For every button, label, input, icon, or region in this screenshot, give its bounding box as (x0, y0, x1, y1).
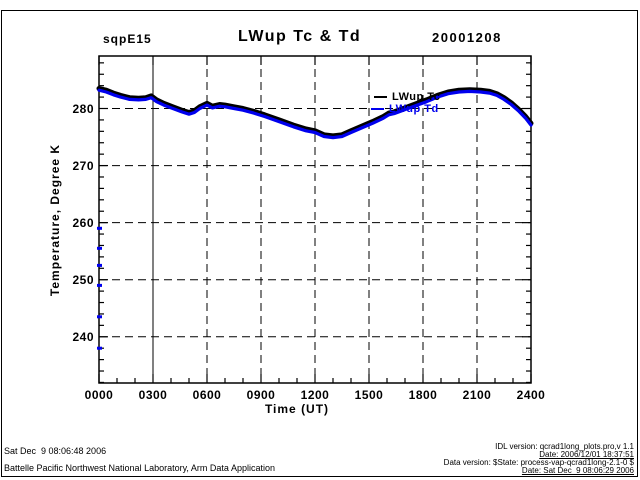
y-tick-label: 250 (72, 272, 94, 287)
legend-line-sample-td (371, 108, 384, 110)
x-tick-label: 2400 (516, 388, 546, 402)
legend-item-lwup-td: LWup Td (371, 103, 439, 115)
x-tick-label: 0900 (246, 388, 276, 402)
footer-version-line: IDL version: qcrad1long_plots.pro,v 1.1 (495, 442, 634, 451)
y-axis-title: Temperature, Degree K (48, 143, 62, 297)
x-tick-label: 2100 (462, 388, 492, 402)
plot-date: 20001208 (432, 30, 502, 45)
legend-line-sample-tc (374, 96, 387, 98)
footer-timestamp: Sat Dec 9 08:06:48 2006 (4, 446, 107, 456)
site-label: sqpE15 (103, 32, 152, 46)
plot-title: LWup Tc & Td (238, 28, 362, 45)
y-tick-label: 260 (72, 215, 94, 230)
x-tick-label: 1500 (354, 388, 384, 402)
legend-item-lwup-tc: LWup Tc (374, 91, 440, 103)
x-tick-label: 0300 (138, 388, 168, 402)
x-tick-label: 1800 (408, 388, 438, 402)
plot-svg (96, 55, 534, 384)
x-tick-label: 0600 (192, 388, 222, 402)
legend-label-tc: LWup Tc (392, 91, 441, 103)
footer-version-line: Date: Sat Dec 9 08:06:29 2006 (521, 466, 634, 475)
y-tick-label: 270 (72, 158, 94, 173)
x-axis-title: Time (UT) (264, 402, 330, 416)
footer-version-line: Date: 2006/12/01 18:37:51 (539, 450, 634, 459)
y-tick-label: 240 (72, 329, 94, 344)
y-tick-label: 280 (72, 101, 94, 116)
x-tick-label: 0000 (84, 388, 114, 402)
x-tick-label: 1200 (300, 388, 330, 402)
page-border-frame (1, 10, 638, 477)
legend-label-td: LWup Td (389, 103, 439, 115)
footer-institution: Battelle Pacific Northwest National Labo… (4, 463, 275, 473)
footer-version-line: Data version: $State: process-vap-qcrad1… (443, 458, 634, 467)
footer-version-block: IDL version: qcrad1long_plots.pro,v 1.1 D… (444, 443, 634, 475)
